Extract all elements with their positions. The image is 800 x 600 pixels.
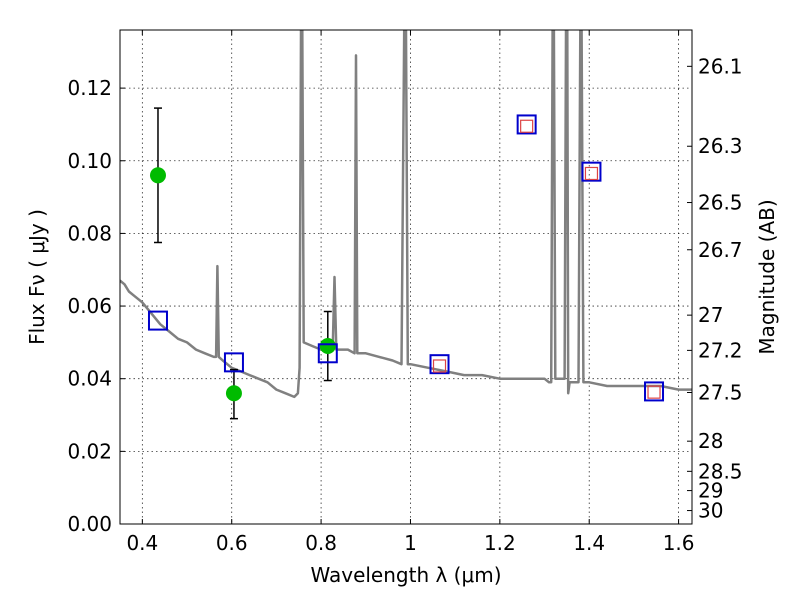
observed-flux-point [225,385,242,402]
y-tick-label: 0.04 [67,367,112,391]
x-tick-label: 0.4 [126,531,158,555]
right-tick-label: 27.2 [698,338,743,362]
right-tick-label: 26.3 [698,134,743,158]
model-flux-square [516,114,537,135]
x-tick-label: 1.6 [663,531,695,555]
y-tick-label: 0.02 [67,439,112,463]
right-tick-label: 26.5 [698,191,743,215]
x-tick-label: 0.6 [216,531,248,555]
right-tick-label: 26.1 [698,54,743,78]
x-axis: 0.4 0.6 0.8 1 1.2 1.4 1.6 [126,30,695,555]
model-flux-square [644,381,665,402]
x-tick-label: 1.2 [484,531,516,555]
x-axis-label: Wavelength λ (μm) [310,563,501,587]
plot-frame [119,29,693,525]
y-tick-label: 0.06 [67,294,112,318]
model-flux-square [223,352,244,373]
right-tick-label: 26.7 [698,238,743,262]
synthetic-flux-square [520,119,534,133]
model-flux-square [147,310,168,331]
model-flux-square [317,343,338,364]
observed-flux-point [149,167,166,184]
y-tick-label: 0.10 [67,149,112,173]
plot-area [120,30,692,420]
spectrum-line [120,30,692,399]
y-tick-label: 0.00 [67,512,112,536]
model-flux-square [581,161,602,182]
right-tick-label: 30 [698,499,723,523]
y-axis: 0.00 0.02 0.04 0.06 0.08 0.10 0.12 [67,76,125,536]
synthetic-flux-square [432,359,447,373]
right-tick-label: 28 [698,429,723,453]
right-tick-label: 27.5 [698,381,743,405]
right-tick-label: 28.5 [698,459,743,483]
model-flux-square [429,354,450,375]
x-tick-label: 1.4 [573,531,605,555]
synthetic-flux-square [647,385,661,399]
observed-flux-point [319,338,336,355]
x-tick-label: 1 [404,531,417,555]
y-axis-label: Flux Fν ( μJy ) [25,209,49,345]
right-tick-label: 27 [698,303,723,327]
x-tick-label: 0.8 [305,531,337,555]
y-tick-label: 0.12 [67,76,112,100]
right-axis-label: Magnitude (AB) [755,199,779,354]
y-tick-label: 0.08 [67,221,112,245]
synthetic-flux-square [584,166,599,181]
right-tick-label: 29 [698,479,723,503]
